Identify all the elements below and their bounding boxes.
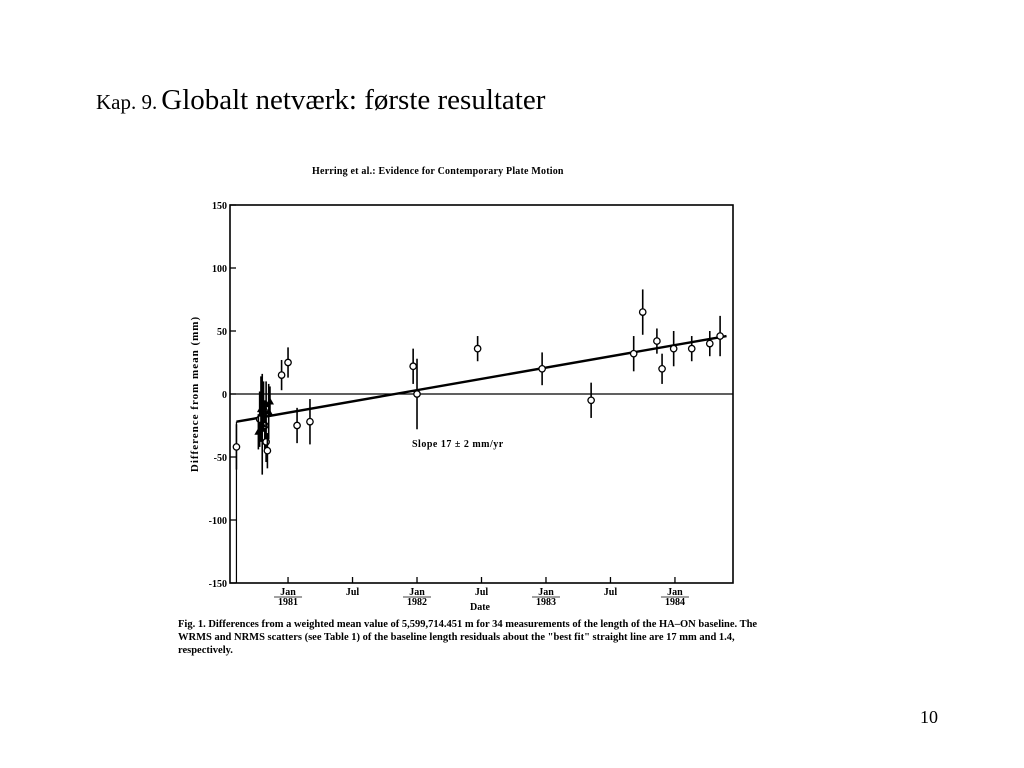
x-tick-label: Jan [409, 587, 425, 598]
data-points [232, 289, 724, 475]
data-point [629, 349, 638, 358]
x-tick-year: 1984 [665, 597, 685, 608]
data-point [687, 344, 696, 353]
y-tick-label: 100 [212, 264, 227, 275]
figure-caption: Fig. 1. Differences from a weighted mean… [178, 619, 758, 656]
x-tick-label: Jan [667, 587, 683, 598]
y-tick-label: 0 [222, 390, 227, 401]
data-point [669, 344, 678, 353]
data-point [306, 417, 314, 426]
data-point [587, 396, 595, 405]
data-point [413, 390, 421, 398]
data-point [716, 332, 724, 340]
slide-title: Kap. 9. Globalt netværk: første resultat… [96, 84, 545, 117]
x-tick-label: Jul [604, 587, 618, 598]
figure-header: Herring et al.: Evidence for Contemporar… [312, 166, 564, 177]
x-tick-label: Jan [538, 587, 554, 598]
y-tick-label: 50 [217, 327, 227, 338]
data-point [705, 339, 714, 348]
data-point [473, 344, 482, 353]
x-tick-label: Jul [346, 587, 360, 598]
x-tick-year: 1983 [536, 597, 556, 608]
x-tick-year: 1982 [407, 597, 427, 608]
page-number: 10 [920, 707, 938, 727]
data-point [284, 358, 292, 367]
baseline-chart: Difference from mean (mm) Date Slope 17 … [189, 201, 734, 613]
x-tick-year: 1981 [278, 597, 298, 608]
x-axis-label: Date [470, 602, 491, 613]
data-point [638, 308, 647, 316]
x-tick-label: Jul [475, 587, 489, 598]
data-point [262, 438, 270, 446]
data-point-triangle [265, 397, 274, 405]
fit-line [236, 334, 727, 423]
data-point-triangle [254, 427, 263, 435]
data-point [232, 443, 241, 451]
chapter-label: Kap. 9. [96, 90, 158, 114]
data-point [293, 421, 301, 430]
y-tick-label: 150 [212, 201, 227, 212]
data-point [658, 364, 666, 373]
data-point [263, 446, 272, 455]
data-point [409, 362, 417, 371]
x-tick-label: Jan [280, 587, 296, 598]
y-tick-label: -50 [214, 453, 227, 464]
y-tick-label: -150 [209, 579, 227, 590]
y-ticks: 150 100 50 0 -50 -100 -150 [209, 201, 236, 590]
slope-annotation: Slope 17 ± 2 mm/yr [412, 439, 504, 450]
data-point [538, 364, 546, 373]
y-tick-label: -100 [209, 516, 227, 527]
title-text: Globalt netværk: første resultater [161, 84, 546, 116]
data-point [653, 337, 661, 345]
y-axis-label: Difference from mean (mm) [189, 316, 201, 472]
data-point [277, 371, 286, 379]
fit-line-group [235, 334, 727, 583]
